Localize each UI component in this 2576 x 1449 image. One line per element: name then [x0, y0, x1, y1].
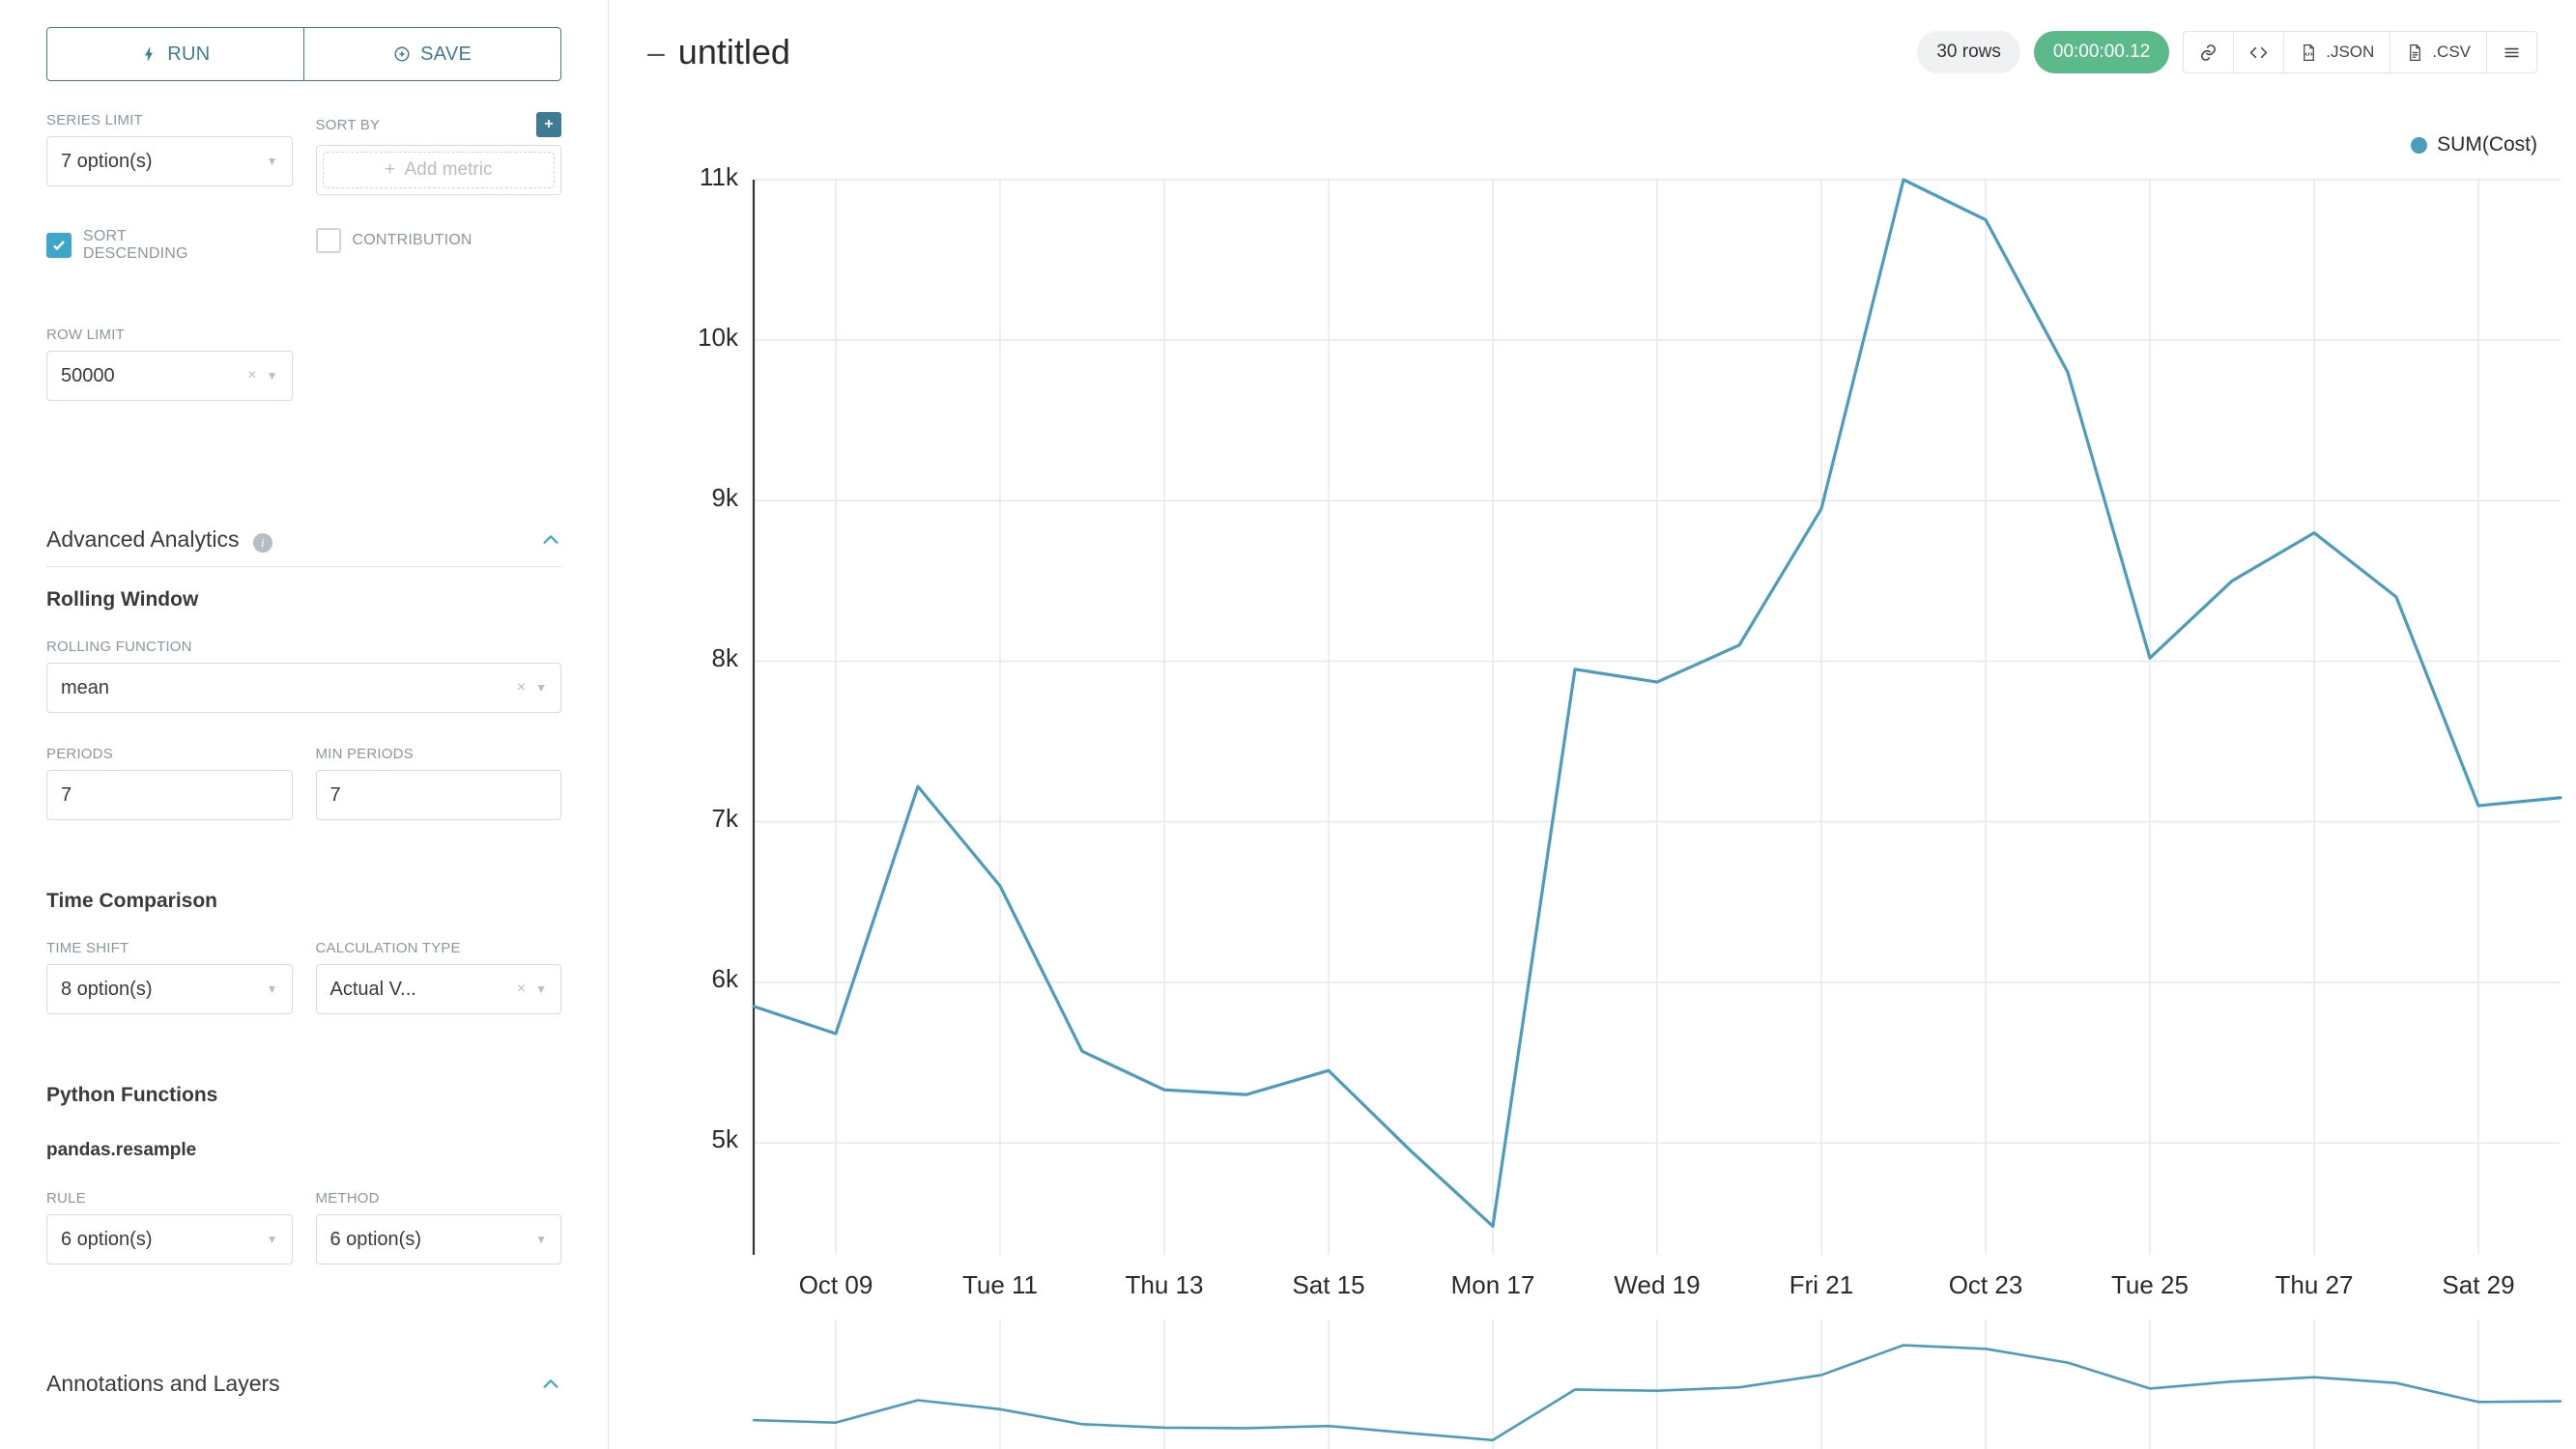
svg-text:Oct 23: Oct 23 [1949, 1270, 2023, 1299]
svg-text:Thu 13: Thu 13 [1126, 1312, 1204, 1316]
svg-text:Tue 11: Tue 11 [962, 1270, 1038, 1299]
svg-text:Oct 23: Oct 23 [1949, 1312, 2023, 1316]
svg-text:Wed 19: Wed 19 [1614, 1312, 1700, 1316]
svg-text:10k: 10k [698, 323, 739, 352]
svg-text:Oct 09: Oct 09 [799, 1312, 873, 1316]
svg-text:Sat 29: Sat 29 [2442, 1312, 2514, 1316]
svg-text:Sat 15: Sat 15 [1292, 1312, 1364, 1316]
svg-text:Thu 27: Thu 27 [2275, 1270, 2354, 1299]
svg-text:Oct 09: Oct 09 [799, 1270, 873, 1299]
svg-text:Tue 25: Tue 25 [2111, 1270, 2189, 1299]
svg-text:9k: 9k [712, 483, 739, 512]
svg-text:Sat 29: Sat 29 [2442, 1270, 2514, 1299]
svg-text:Tue 11: Tue 11 [962, 1312, 1038, 1316]
svg-text:8k: 8k [712, 643, 739, 672]
svg-text:Tue 25: Tue 25 [2111, 1312, 2189, 1316]
svg-text:Mon 17: Mon 17 [1451, 1312, 1535, 1316]
svg-text:6k: 6k [712, 964, 739, 993]
svg-text:Thu 27: Thu 27 [2275, 1312, 2354, 1316]
svg-text:Sat 15: Sat 15 [1292, 1270, 1364, 1299]
svg-text:Thu 13: Thu 13 [1126, 1270, 1204, 1299]
svg-text:Fri 21: Fri 21 [1789, 1270, 1853, 1299]
svg-text:11k: 11k [700, 162, 739, 191]
svg-text:7k: 7k [712, 804, 739, 833]
svg-text:Wed 19: Wed 19 [1614, 1270, 1700, 1299]
svg-text:5k: 5k [712, 1124, 739, 1153]
svg-text:Fri 21: Fri 21 [1789, 1312, 1853, 1316]
svg-text:Mon 17: Mon 17 [1451, 1270, 1535, 1299]
